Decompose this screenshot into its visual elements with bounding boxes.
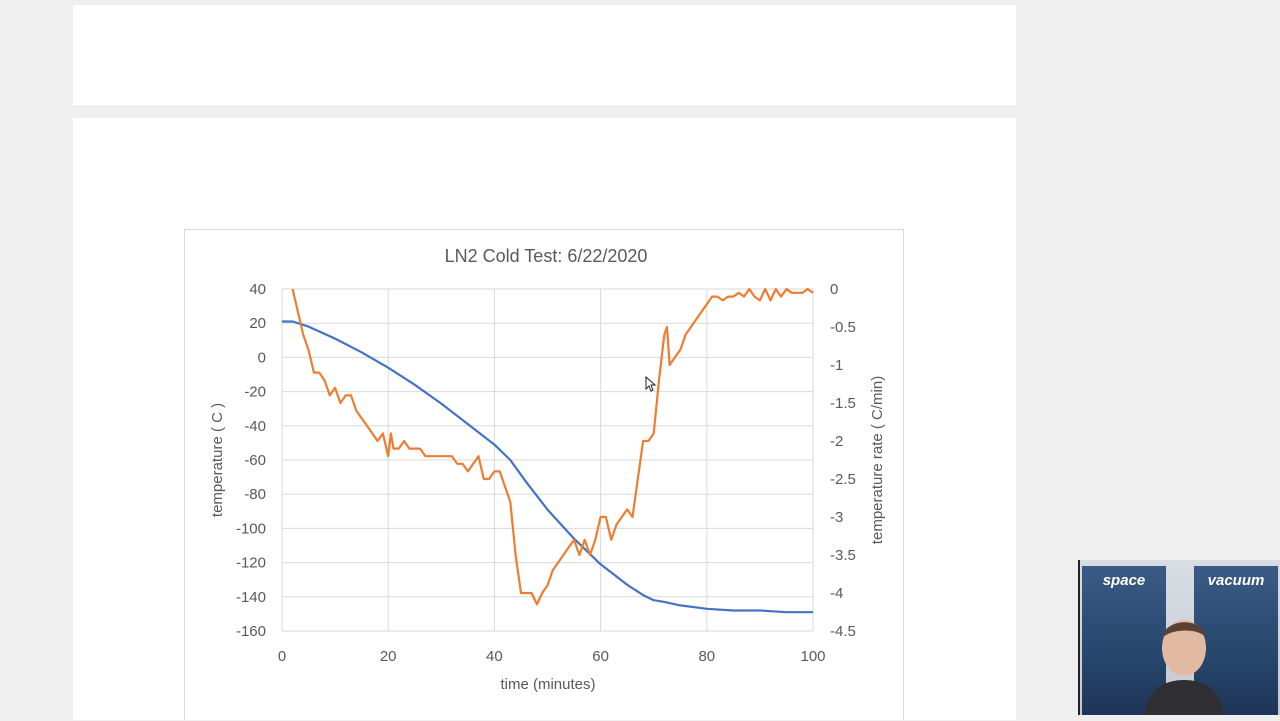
banner-left-text: space: [1102, 572, 1146, 589]
y2-tick-label: -1: [830, 357, 843, 374]
y2-tick-label: -4: [830, 585, 843, 602]
y-tick-label: 20: [249, 315, 266, 332]
series-layer: [282, 287, 814, 614]
x-tick-label: 60: [592, 648, 609, 665]
y2-tick-label: -4.5: [830, 623, 856, 640]
y-tick-label: -100: [236, 520, 266, 537]
y-tick-label: -40: [244, 418, 266, 435]
chart-title: LN2 Cold Test: 6/22/2020: [445, 246, 648, 266]
y-axis-label: temperature ( C ): [209, 403, 226, 517]
y-tick-label: -80: [244, 486, 266, 503]
y2-tick-label: -2: [830, 433, 843, 450]
grid-layer: [281, 288, 814, 632]
slide-header-area: [73, 5, 1016, 105]
y-tick-label: 40: [249, 281, 266, 298]
x-tick-label: 40: [486, 648, 503, 665]
x-tick-label: 80: [698, 648, 715, 665]
y2-tick-label: -3: [830, 509, 843, 526]
y-tick-label: -120: [236, 555, 266, 572]
y-tick-label: -60: [244, 452, 266, 469]
y2-tick-label: -0.5: [830, 319, 856, 336]
series-line-1: [291, 287, 814, 606]
x-tick-label: 20: [380, 648, 397, 665]
mouse-cursor-icon: [645, 376, 657, 392]
banner-right-text: vacuum: [1207, 572, 1265, 589]
y-tick-label: -160: [236, 623, 266, 640]
y2-tick-label: 0: [830, 281, 838, 298]
x-tick-label: 0: [278, 648, 286, 665]
x-axis-label: time (minutes): [500, 676, 595, 693]
y2-axis-label: temperature rate ( C/min): [869, 376, 886, 544]
x-tick-label: 100: [800, 648, 825, 665]
series-line-0: [282, 320, 813, 614]
y2-tick-label: -1.5: [830, 395, 856, 412]
presenter-icon: [1144, 620, 1224, 715]
y-tick-label: -20: [244, 384, 266, 401]
webcam-overlay: space vacuum: [1078, 560, 1280, 715]
y2-tick-label: -3.5: [830, 547, 856, 564]
banner-left: space: [1082, 566, 1166, 715]
y-tick-label: 0: [258, 349, 266, 366]
y2-tick-label: -2.5: [830, 471, 856, 488]
chart-container: 40 20 0 -20 -40 -60 -80 -100 -120 -140 -160 0 20 40 60…: [184, 229, 904, 720]
y-tick-label: -140: [236, 589, 266, 606]
